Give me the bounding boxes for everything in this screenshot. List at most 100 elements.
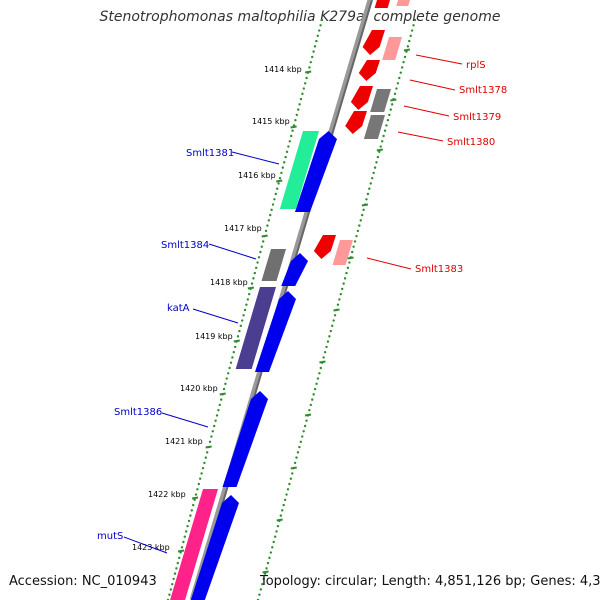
feature-label-Smlt1383[interactable]: Smlt1383: [415, 264, 463, 275]
outer-tick-dot: [312, 393, 315, 396]
inner-tick-dot: [194, 493, 198, 496]
inner-tick-dot: [182, 540, 185, 544]
outer-tick-dot: [368, 187, 371, 190]
kbp-label: 1419 kbp: [195, 332, 233, 341]
inner-tick-dot: [274, 192, 277, 196]
feature-label-Smlt1386[interactable]: Smlt1386: [114, 407, 162, 418]
feature-box-rplS[interactable]: [382, 37, 402, 60]
label-leader-line: [123, 536, 168, 554]
outer-tick-dot: [279, 514, 283, 517]
red-gene-arrow-top[interactable]: [374, 0, 390, 8]
outer-tick-mark: [403, 48, 411, 52]
red-gene-arrow[interactable]: [350, 86, 373, 110]
outer-tick-dot: [315, 382, 318, 386]
outer-tick-mark: [376, 148, 383, 152]
feature-label-Smlt1384[interactable]: Smlt1384: [161, 240, 209, 251]
inner-tick-dot: [311, 55, 314, 59]
kbp-tick-mark: [247, 286, 255, 290]
outer-tick-dot: [308, 408, 311, 412]
inner-tick-dot: [210, 435, 213, 438]
red-gene-arrow[interactable]: [362, 30, 385, 55]
outer-tick-dot: [369, 182, 372, 185]
outer-tick-dot: [286, 488, 290, 491]
feature-label-mutS[interactable]: mutS: [97, 531, 123, 542]
kbp-label: 1420 kbp: [180, 384, 218, 393]
blue-gene-arrow[interactable]: [190, 495, 239, 600]
outer-tick-dot: [285, 493, 288, 496]
inner-tick-dot: [197, 482, 200, 486]
outer-tick-dot: [342, 282, 345, 285]
outer-tick-dot: [296, 451, 300, 454]
kbp-tick-mark: [219, 392, 226, 396]
feature-label-Smlt1378[interactable]: Smlt1378: [459, 85, 507, 96]
inner-tick-dot: [234, 345, 237, 349]
outer-tick-dot: [390, 103, 394, 106]
feature-label-Smlt1379[interactable]: Smlt1379: [453, 112, 501, 123]
red-gene-arrow[interactable]: [358, 60, 380, 81]
outer-tick-dot: [316, 377, 320, 380]
inner-tick-dot: [228, 366, 231, 370]
feature-box-Smlt1383[interactable]: [332, 240, 353, 265]
outer-tick-dot: [408, 39, 411, 43]
feature-label-Smlt1380[interactable]: Smlt1380: [447, 137, 495, 148]
feature-box-top[interactable]: [396, 0, 410, 6]
inner-tick-dot: [218, 403, 221, 407]
outer-tick-dot: [385, 124, 388, 127]
inner-tick-dot: [278, 176, 282, 180]
outer-tick-dot: [272, 540, 275, 544]
feature-box-katA[interactable]: [235, 287, 276, 369]
inner-tick-dot: [280, 171, 283, 175]
inner-tick-dot: [290, 134, 293, 138]
feature-box-mutS[interactable]: [170, 489, 218, 600]
feature-label-katA[interactable]: katA: [167, 303, 190, 314]
inner-tick-dot: [302, 87, 305, 90]
outer-tick-dot: [352, 245, 355, 248]
outer-tick-dot: [332, 319, 335, 322]
feature-box-Smlt1384[interactable]: [261, 249, 286, 281]
feature-label-rplS[interactable]: rplS: [466, 60, 486, 71]
red-gene-arrow[interactable]: [313, 235, 336, 259]
map-title: Stenotrophomonas maltophilia K279a, comp…: [99, 9, 501, 25]
blue-gene-arrow[interactable]: [254, 291, 296, 372]
inner-tick-dot: [252, 277, 255, 280]
inner-tick-dot: [204, 456, 207, 459]
inner-tick-dot: [316, 34, 319, 38]
kbp-label: 1417 kbp: [224, 224, 262, 233]
red-gene-arrow[interactable]: [345, 111, 367, 134]
label-leader-line: [409, 79, 456, 91]
inner-tick-dot: [260, 245, 263, 248]
inner-tick-dot: [250, 282, 254, 285]
feature-label-Smlt1381[interactable]: Smlt1381: [186, 148, 234, 159]
kbp-tick-mark: [305, 70, 312, 74]
feature-box-Smlt1378[interactable]: [370, 89, 391, 112]
inner-tick-dot: [315, 39, 318, 43]
outer-tick-dot: [338, 298, 341, 301]
outer-tick-dot: [293, 461, 297, 465]
kbp-label: 1421 kbp: [165, 437, 203, 446]
label-leader-line: [231, 151, 280, 165]
blue-gene-arrow[interactable]: [294, 131, 337, 212]
inner-tick-dot: [312, 50, 315, 53]
inner-tick-dot: [227, 372, 230, 375]
inner-tick-dot: [256, 261, 259, 264]
outer-tick-dot: [271, 546, 274, 549]
inner-tick-dot: [245, 303, 248, 306]
inner-tick-dot: [200, 472, 203, 475]
feature-box-Smlt1381[interactable]: [279, 131, 319, 209]
blue-gene-arrow[interactable]: [222, 391, 268, 487]
outer-tick-dot: [302, 430, 305, 433]
outer-tick-dot: [288, 482, 291, 486]
inner-tick-dot: [298, 103, 301, 106]
kbp-tick-mark: [177, 549, 185, 553]
outer-tick-mark: [290, 466, 297, 470]
inner-tick-dot: [309, 60, 312, 64]
inner-tick-dot: [231, 356, 234, 359]
inner-tick-dot: [176, 561, 179, 565]
outer-tick-dot: [339, 292, 342, 296]
feature-box-Smlt1379[interactable]: [363, 115, 385, 139]
label-leader-line: [161, 412, 209, 428]
blue-gene-arrow[interactable]: [281, 253, 308, 286]
inner-tick-dot: [215, 414, 219, 417]
outer-tick-dot: [268, 556, 271, 560]
